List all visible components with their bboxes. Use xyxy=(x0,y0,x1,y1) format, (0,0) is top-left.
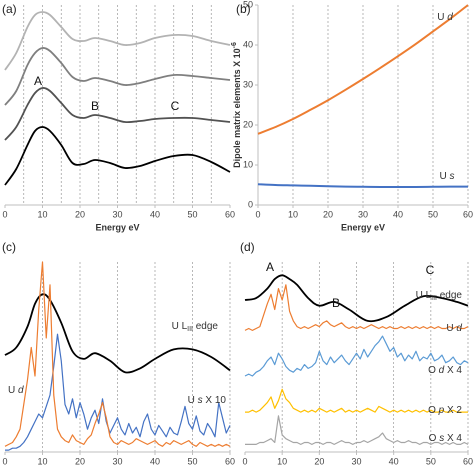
series-line xyxy=(5,333,231,451)
x-tick-label: 40 xyxy=(389,456,399,466)
x-tick-label: 30 xyxy=(112,209,122,219)
x-tick-label: 10 xyxy=(37,456,47,466)
annotation: A xyxy=(34,74,42,88)
annotation: B xyxy=(332,296,340,310)
series-label-suffix: edge xyxy=(193,321,218,332)
y-tick-label: 20 xyxy=(243,119,253,129)
annotation: B xyxy=(91,99,99,113)
x-tick-label: 0 xyxy=(242,456,247,466)
x-tick-label: 0 xyxy=(255,209,260,219)
series-label: O d X 4 xyxy=(428,365,462,376)
y-tick-label: 30 xyxy=(243,79,253,89)
x-tick-label: 50 xyxy=(187,209,197,219)
x-tick-label: 60 xyxy=(225,456,235,466)
series-label-name: U L xyxy=(416,290,432,301)
x-tick-label: 20 xyxy=(75,209,85,219)
x-tick-label: 60 xyxy=(463,456,473,466)
series-line xyxy=(4,47,231,106)
series-label: O p X 2 xyxy=(428,405,462,416)
y-axis-label-text: Dipole matrix elements X 10 xyxy=(232,48,242,168)
y-axis-label-sup: -6 xyxy=(231,42,238,48)
annotation: A xyxy=(266,260,274,274)
x-axis-label: Energy eV xyxy=(341,222,385,232)
y-tick-label: 0 xyxy=(248,199,253,209)
series-line xyxy=(4,126,231,186)
series-label-suffix: edge xyxy=(437,290,462,301)
x-tick-label: 20 xyxy=(75,456,85,466)
panel-label: (c) xyxy=(2,240,16,254)
x-tick-label: 30 xyxy=(358,209,368,219)
y-axis-label: Dipole matrix elements X 10-6 xyxy=(231,42,243,168)
x-tick-label: 0 xyxy=(2,209,7,219)
series-label-sub: III xyxy=(431,295,437,302)
x-tick-label: 10 xyxy=(288,209,298,219)
x-tick-label: 50 xyxy=(428,209,438,219)
x-tick-label: 0 xyxy=(2,456,7,466)
series-label: U d xyxy=(446,323,462,334)
x-tick-label: 60 xyxy=(225,209,235,219)
x-tick-label: 60 xyxy=(463,209,473,219)
series-line xyxy=(245,415,469,445)
panel-label: (d) xyxy=(240,240,255,254)
x-tick-label: 40 xyxy=(150,209,160,219)
x-tick-label: 30 xyxy=(112,456,122,466)
x-tick-label: 20 xyxy=(323,209,333,219)
series-label: U d xyxy=(437,12,453,23)
series-line xyxy=(257,4,469,135)
x-tick-label: 30 xyxy=(351,456,361,466)
x-axis-label: Energy eV xyxy=(95,222,139,232)
panel-label: (b) xyxy=(236,2,251,16)
series-line xyxy=(4,11,231,71)
y-tick-label: 10 xyxy=(243,159,253,169)
annotation: C xyxy=(171,99,180,113)
series-line xyxy=(244,274,469,323)
series-line xyxy=(4,87,231,141)
series-line xyxy=(4,261,231,447)
x-tick-label: 20 xyxy=(314,456,324,466)
series-line xyxy=(244,284,469,331)
series-label: U LIII edge xyxy=(172,321,219,333)
series-line xyxy=(244,335,469,377)
x-tick-label: 40 xyxy=(393,209,403,219)
series-line xyxy=(245,388,468,413)
series-label: U d xyxy=(8,385,24,396)
series-label-name: U L xyxy=(172,321,188,332)
x-tick-label: 10 xyxy=(277,456,287,466)
series-label: U s xyxy=(439,171,454,182)
x-tick-label: 10 xyxy=(37,209,47,219)
annotation: C xyxy=(426,263,435,277)
series-label-sub: III xyxy=(187,326,193,333)
y-tick-label: 50 xyxy=(243,0,253,9)
series-line xyxy=(4,293,231,374)
x-tick-label: 50 xyxy=(187,456,197,466)
x-tick-label: 50 xyxy=(426,456,436,466)
y-tick-label: 40 xyxy=(243,39,253,49)
series-label: O s X 4 xyxy=(429,433,463,444)
series-label: U LIII edge xyxy=(416,290,463,302)
series-line xyxy=(257,183,469,189)
series-label: U s X 10 xyxy=(188,395,227,406)
x-tick-label: 40 xyxy=(150,456,160,466)
panel-label: (a) xyxy=(2,2,17,16)
